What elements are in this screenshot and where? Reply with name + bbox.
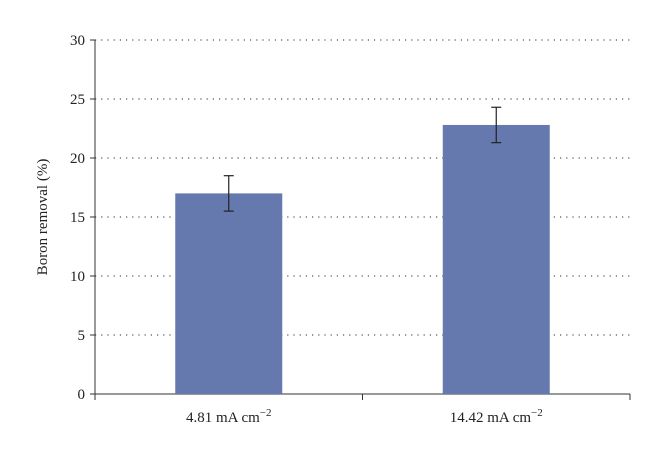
y-tick-label: 5	[78, 328, 86, 344]
y-tick-label: 30	[70, 33, 85, 49]
y-tick-label: 20	[70, 151, 85, 167]
labels: 0 5 10 15 20 25 30 4.81 mA cm−2 14.42 mA cm−2	[70, 33, 543, 426]
bar-1	[175, 193, 283, 394]
bars	[175, 106, 550, 395]
gridlines	[95, 39, 630, 336]
y-tick-label: 0	[78, 387, 86, 403]
y-tick-label: 10	[70, 269, 85, 285]
y-tick-label: 25	[70, 92, 85, 108]
x-tick-label-1: 4.81 mA cm−2	[186, 407, 271, 426]
x-tick-label-2: 14.42 mA cm−2	[450, 407, 543, 426]
y-tick-label: 15	[70, 210, 85, 226]
y-axis-title: Boron removal (%)	[35, 159, 51, 276]
bar-2	[442, 124, 550, 395]
